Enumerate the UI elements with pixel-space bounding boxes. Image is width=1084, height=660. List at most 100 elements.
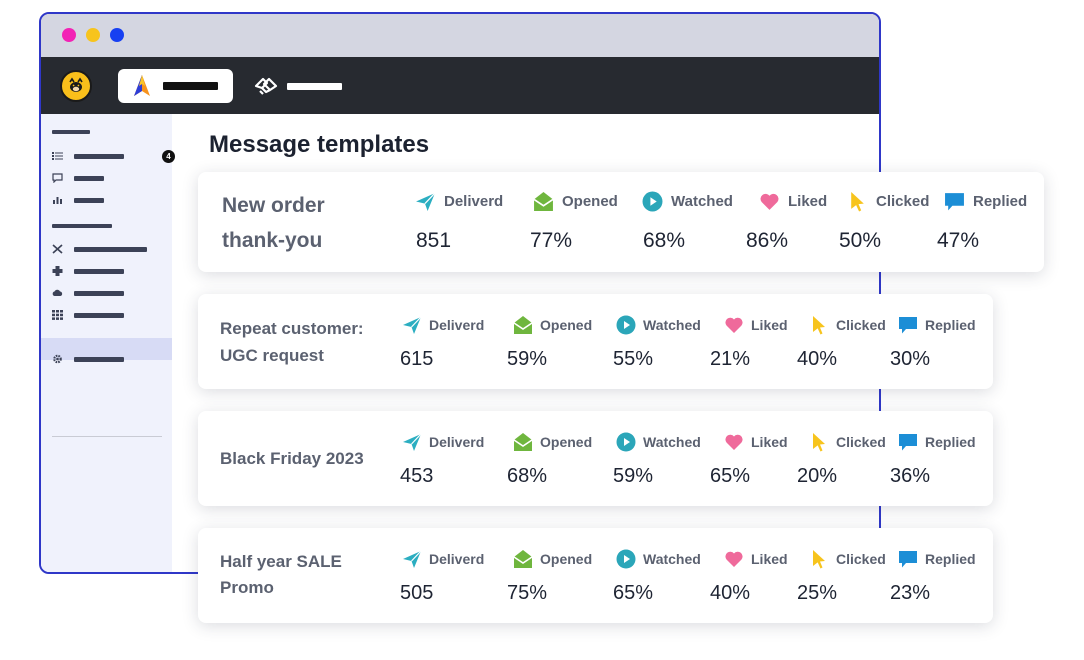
template-card[interactable]: Repeat customer: UGC request Deliverd 615 Op… xyxy=(198,294,993,389)
handshake-icon xyxy=(254,77,278,95)
metric-value: 55% xyxy=(613,348,654,370)
metric-value: 21% xyxy=(710,348,751,370)
play-icon xyxy=(642,191,663,217)
metric-value: 453 xyxy=(400,465,434,487)
sidebar-item-list[interactable]: 4 xyxy=(52,150,177,163)
list-icon xyxy=(52,152,63,160)
metric-label: Deliverd xyxy=(429,317,485,333)
gear-icon xyxy=(53,354,62,364)
sidebar-divider xyxy=(52,436,162,437)
metric-value: 47% xyxy=(937,229,980,252)
play-icon xyxy=(616,315,636,340)
minimize-window-button[interactable] xyxy=(86,28,100,42)
metric-label: Clicked xyxy=(836,434,886,450)
heart-icon xyxy=(759,191,780,217)
metric-value: 40% xyxy=(797,348,838,370)
heart-icon xyxy=(724,432,744,457)
paper-plane-icon xyxy=(402,549,422,574)
sidebar-section-heading xyxy=(52,224,112,228)
metric-value: 59% xyxy=(613,465,654,487)
sidebar-item-settings[interactable] xyxy=(52,354,142,364)
template-name-line2: Promo xyxy=(220,578,274,597)
metric-label: Clicked xyxy=(876,193,930,210)
rocket-app-icon xyxy=(134,75,150,96)
metric-label: Opened xyxy=(562,193,618,210)
metric-value: 615 xyxy=(400,348,434,370)
metric-label: Liked xyxy=(751,551,788,567)
window-titlebar xyxy=(41,14,879,57)
metric-label: Liked xyxy=(788,193,828,210)
sidebar-item-label xyxy=(74,291,124,296)
template-card[interactable]: Half year SALE Promo Deliverd 505 Opened 75% W… xyxy=(198,528,993,623)
sidebar-item-analytics[interactable] xyxy=(52,195,112,205)
metric-value: 59% xyxy=(507,348,548,370)
metric-value: 68% xyxy=(643,229,686,252)
speech-bubble-icon xyxy=(898,432,918,457)
metric-value: 25% xyxy=(797,582,838,604)
close-window-button[interactable] xyxy=(62,28,76,42)
metric-label: Clicked xyxy=(836,317,886,333)
metric-label: Opened xyxy=(540,317,593,333)
metric-value: 50% xyxy=(839,229,882,252)
metric-label: Watched xyxy=(671,193,733,210)
metric-value: 36% xyxy=(890,465,931,487)
integrations-tab-label-placeholder xyxy=(287,83,342,90)
open-envelope-icon xyxy=(513,315,533,340)
paper-plane-icon xyxy=(402,432,422,457)
cloud-icon xyxy=(52,289,63,296)
app-tab-label-placeholder xyxy=(163,82,218,90)
sidebar-item-messages[interactable] xyxy=(52,173,112,183)
metric-label: Watched xyxy=(643,551,701,567)
sidebar-section-heading xyxy=(52,130,90,134)
sidebar-item-label xyxy=(74,357,124,362)
paper-plane-icon xyxy=(402,315,422,340)
sidebar-item-templates[interactable] xyxy=(52,244,162,254)
integrations-tab[interactable] xyxy=(253,73,353,99)
metric-value: 20% xyxy=(797,465,838,487)
metric-value: 23% xyxy=(890,582,931,604)
metric-label: Opened xyxy=(540,434,593,450)
play-icon xyxy=(616,549,636,574)
cursor-icon xyxy=(809,315,829,340)
app-switcher-tab[interactable] xyxy=(118,69,233,103)
sidebar-item-add[interactable] xyxy=(52,266,142,276)
metric-label: Liked xyxy=(751,317,788,333)
metric-label: Replied xyxy=(925,434,976,450)
template-name: Repeat customer: xyxy=(220,319,364,338)
sidebar-item-label xyxy=(74,313,124,318)
speech-bubble-icon xyxy=(898,315,918,340)
maximize-window-button[interactable] xyxy=(110,28,124,42)
plus-icon xyxy=(52,266,63,276)
metric-label: Liked xyxy=(751,434,788,450)
metric-value: 77% xyxy=(530,229,573,252)
open-envelope-icon xyxy=(533,191,554,217)
brand-logo-icon[interactable] xyxy=(60,70,92,102)
metric-label: Clicked xyxy=(836,551,886,567)
open-envelope-icon xyxy=(513,549,533,574)
sidebar-item-label xyxy=(74,176,104,181)
play-icon xyxy=(616,432,636,457)
template-card[interactable]: New order thank-you Deliverd 851 Opened 77% Wa… xyxy=(198,172,1044,272)
metric-label: Deliverd xyxy=(444,193,504,210)
metric-value: 86% xyxy=(746,229,789,252)
metric-label: Replied xyxy=(925,551,976,567)
sidebar-item-apps[interactable] xyxy=(52,310,142,320)
sidebar-item-cloud[interactable] xyxy=(52,288,142,298)
template-card[interactable]: Black Friday 2023 Deliverd 453 Opened 68% Wat… xyxy=(198,411,993,506)
metric-value: 65% xyxy=(613,582,654,604)
metric-label: Watched xyxy=(643,434,701,450)
template-name: New order xyxy=(222,194,325,217)
metric-label: Watched xyxy=(643,317,701,333)
page-title: Message templates xyxy=(209,131,430,158)
notification-badge: 4 xyxy=(162,150,175,163)
metric-value: 68% xyxy=(507,465,548,487)
metric-value: 75% xyxy=(507,582,548,604)
top-app-bar xyxy=(41,57,879,114)
paper-plane-icon xyxy=(415,191,436,217)
chat-icon xyxy=(52,173,63,183)
metric-value: 40% xyxy=(710,582,751,604)
sidebar-item-label xyxy=(74,247,147,252)
sidebar-item-label xyxy=(74,154,124,159)
metric-label: Opened xyxy=(540,551,593,567)
heart-icon xyxy=(724,549,744,574)
